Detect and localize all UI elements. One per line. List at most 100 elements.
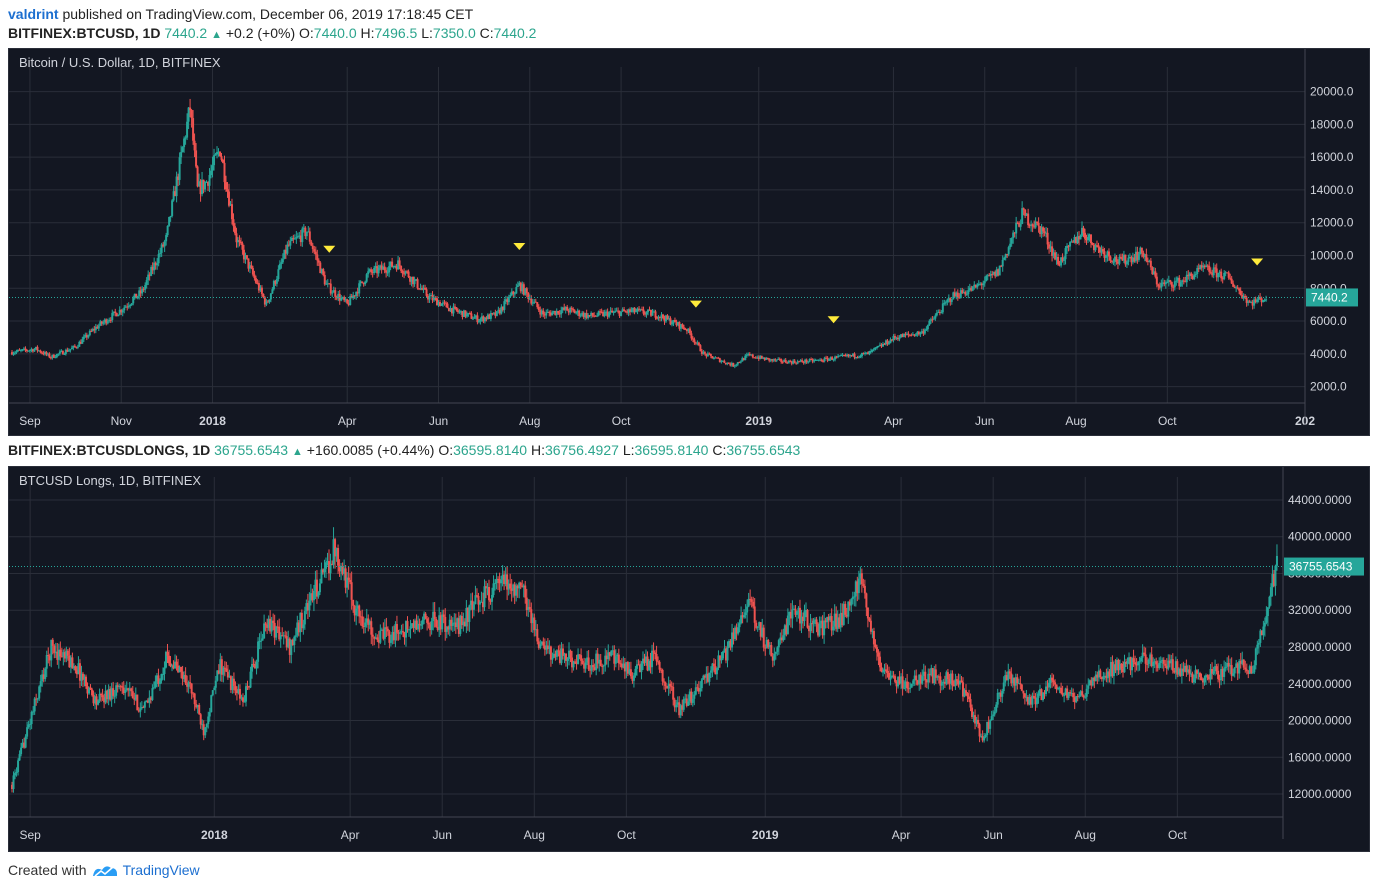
candle-body xyxy=(118,309,121,315)
y-tick-label: 12000.0 xyxy=(1310,216,1354,230)
candle-body xyxy=(1265,616,1268,623)
price-badge-bg xyxy=(1284,557,1364,576)
candle-body xyxy=(497,578,500,580)
candle-body xyxy=(718,358,721,363)
candle-body xyxy=(981,736,984,741)
candle-body xyxy=(229,676,232,690)
candle-body xyxy=(13,352,16,354)
longs-chart-pane[interactable]: 44000.000040000.000036000.000032000.0000… xyxy=(8,466,1370,852)
candle-body xyxy=(136,694,139,711)
candle-body xyxy=(1033,226,1036,228)
candle-body xyxy=(632,307,635,311)
footer: Created with TradingView xyxy=(8,862,200,878)
candle-body xyxy=(262,293,265,298)
candle-body xyxy=(344,568,347,588)
candle-body xyxy=(186,121,189,138)
candle-body xyxy=(196,166,199,187)
candle-body xyxy=(145,280,148,286)
candle-body xyxy=(962,292,965,294)
candle-body xyxy=(386,628,389,632)
candle-body xyxy=(780,359,783,362)
candle-body xyxy=(998,265,1001,276)
candle-body xyxy=(694,687,697,695)
longs-chart-svg[interactable]: 44000.000040000.000036000.000032000.0000… xyxy=(9,467,1369,851)
candle-body xyxy=(254,664,257,669)
candle-body xyxy=(45,352,48,355)
candle-body xyxy=(867,352,870,355)
candle-body xyxy=(159,252,162,254)
candle-body xyxy=(542,641,545,646)
x-tick-label: 2018 xyxy=(201,828,228,842)
candle-body xyxy=(417,623,420,630)
candle-body xyxy=(584,313,587,318)
candle-body xyxy=(127,305,130,307)
btcusd-chart-svg[interactable]: 20000.018000.016000.014000.012000.010000… xyxy=(9,49,1369,435)
candle-body xyxy=(703,675,706,678)
candle-body xyxy=(189,682,192,684)
candle-body xyxy=(84,676,87,687)
y-tick-label: 6000.0 xyxy=(1310,314,1347,328)
candle-body xyxy=(478,601,481,605)
candle-body xyxy=(320,269,323,274)
candle-body xyxy=(78,341,81,347)
x-tick-label: Oct xyxy=(617,828,636,842)
candle-body xyxy=(1173,670,1176,673)
candle-body xyxy=(61,350,64,355)
candle-body xyxy=(1058,687,1061,689)
candle-body xyxy=(865,593,868,608)
x-tick-label: Aug xyxy=(519,414,540,428)
candle-body xyxy=(580,655,583,661)
candle-body xyxy=(229,204,232,206)
candle-body xyxy=(895,337,898,339)
candle-body xyxy=(1164,282,1167,285)
candle-body xyxy=(367,618,370,625)
candle-body xyxy=(42,352,45,355)
candle-body xyxy=(1082,227,1085,233)
candle-body xyxy=(928,320,931,326)
candle-body xyxy=(304,227,307,237)
candle-body xyxy=(298,235,301,237)
candle-body xyxy=(765,640,768,649)
candle-body xyxy=(919,332,922,335)
candle-body xyxy=(1262,300,1265,303)
candle-body xyxy=(1235,663,1238,668)
candle-body xyxy=(846,354,849,356)
candle-body xyxy=(421,288,424,290)
candle-body xyxy=(687,328,690,332)
candle-body xyxy=(806,610,809,628)
candle-body xyxy=(501,574,504,580)
candle-body xyxy=(850,355,853,357)
candle-body xyxy=(1031,695,1034,705)
candle-body xyxy=(294,635,297,637)
candle-body xyxy=(709,670,712,673)
candle-body xyxy=(1254,299,1257,303)
candle-body xyxy=(1242,295,1245,299)
candle-body xyxy=(290,237,293,241)
author-name[interactable]: valdrint xyxy=(8,6,59,22)
candle-body xyxy=(297,622,300,633)
candle-body xyxy=(95,696,98,705)
candle-body xyxy=(1052,252,1055,256)
candle-body xyxy=(120,309,123,313)
tradingview-link[interactable]: TradingView xyxy=(122,862,200,878)
candle-body xyxy=(468,313,471,315)
x-tick-label: Aug xyxy=(524,828,545,842)
candle-body xyxy=(32,711,35,713)
candle-body xyxy=(1029,697,1032,705)
btcusd-chart-pane[interactable]: 20000.0 18000.0 16000.0 14000.0 12000.0 10000… xyxy=(8,48,1370,436)
candle-body xyxy=(497,309,500,312)
candle-body xyxy=(425,289,428,296)
candle-body xyxy=(174,191,177,197)
candle-body xyxy=(870,350,873,352)
candle-body xyxy=(800,616,803,624)
candle-body xyxy=(1232,673,1235,676)
candle-body xyxy=(226,189,229,192)
candle-body xyxy=(1250,302,1253,304)
candle-body xyxy=(1242,659,1245,668)
candle-body xyxy=(315,579,318,597)
candle-body xyxy=(1097,670,1100,678)
candle-body xyxy=(611,310,614,313)
candle-body xyxy=(56,651,59,660)
candle-body xyxy=(467,313,470,315)
candle-body xyxy=(391,261,394,268)
